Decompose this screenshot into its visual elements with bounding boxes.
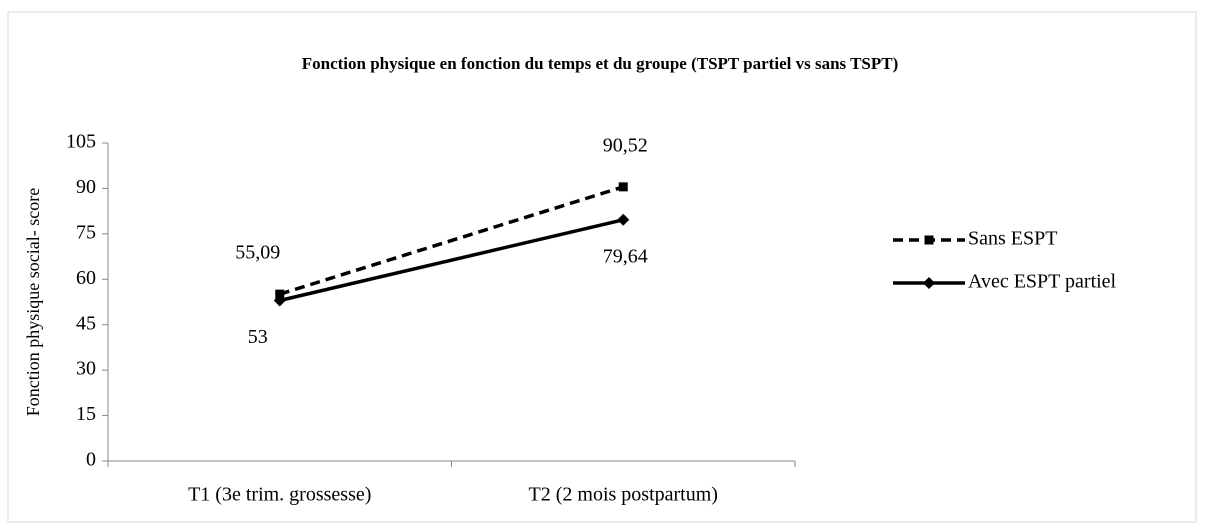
data-label: 90,52 xyxy=(603,134,648,156)
point xyxy=(924,235,934,245)
data-label: 55,09 xyxy=(235,242,280,264)
point xyxy=(617,213,630,226)
point xyxy=(273,294,286,307)
legend-label: Sans ESPT xyxy=(968,228,1057,250)
data-label: 53 xyxy=(248,326,268,348)
y-tick-label: 0 xyxy=(86,449,96,471)
series-line xyxy=(279,185,624,296)
y-tick-label: 30 xyxy=(76,358,96,380)
y-tick-label: 90 xyxy=(76,176,96,198)
y-tick-label: 60 xyxy=(76,267,96,289)
legend-label: Avec ESPT partiel xyxy=(968,271,1117,293)
chart-border xyxy=(7,11,1197,523)
y-tick-label: 75 xyxy=(76,221,96,243)
x-tick-label: T1 (3e trim. grossesse) xyxy=(188,484,371,506)
data-label: 79,64 xyxy=(603,245,648,267)
y-tick-label: 15 xyxy=(76,403,96,425)
series-line xyxy=(279,218,624,303)
point xyxy=(923,277,935,289)
chart-title: Fonction physique en fonction du temps e… xyxy=(302,54,899,73)
point xyxy=(618,182,628,192)
point xyxy=(275,289,285,299)
y-tick-label: 105 xyxy=(66,131,96,153)
x-tick-label: T2 (2 mois postpartum) xyxy=(529,484,718,506)
y-tick-label: 45 xyxy=(76,312,96,334)
y-axis-label: Fonction physique social- score xyxy=(23,188,43,416)
